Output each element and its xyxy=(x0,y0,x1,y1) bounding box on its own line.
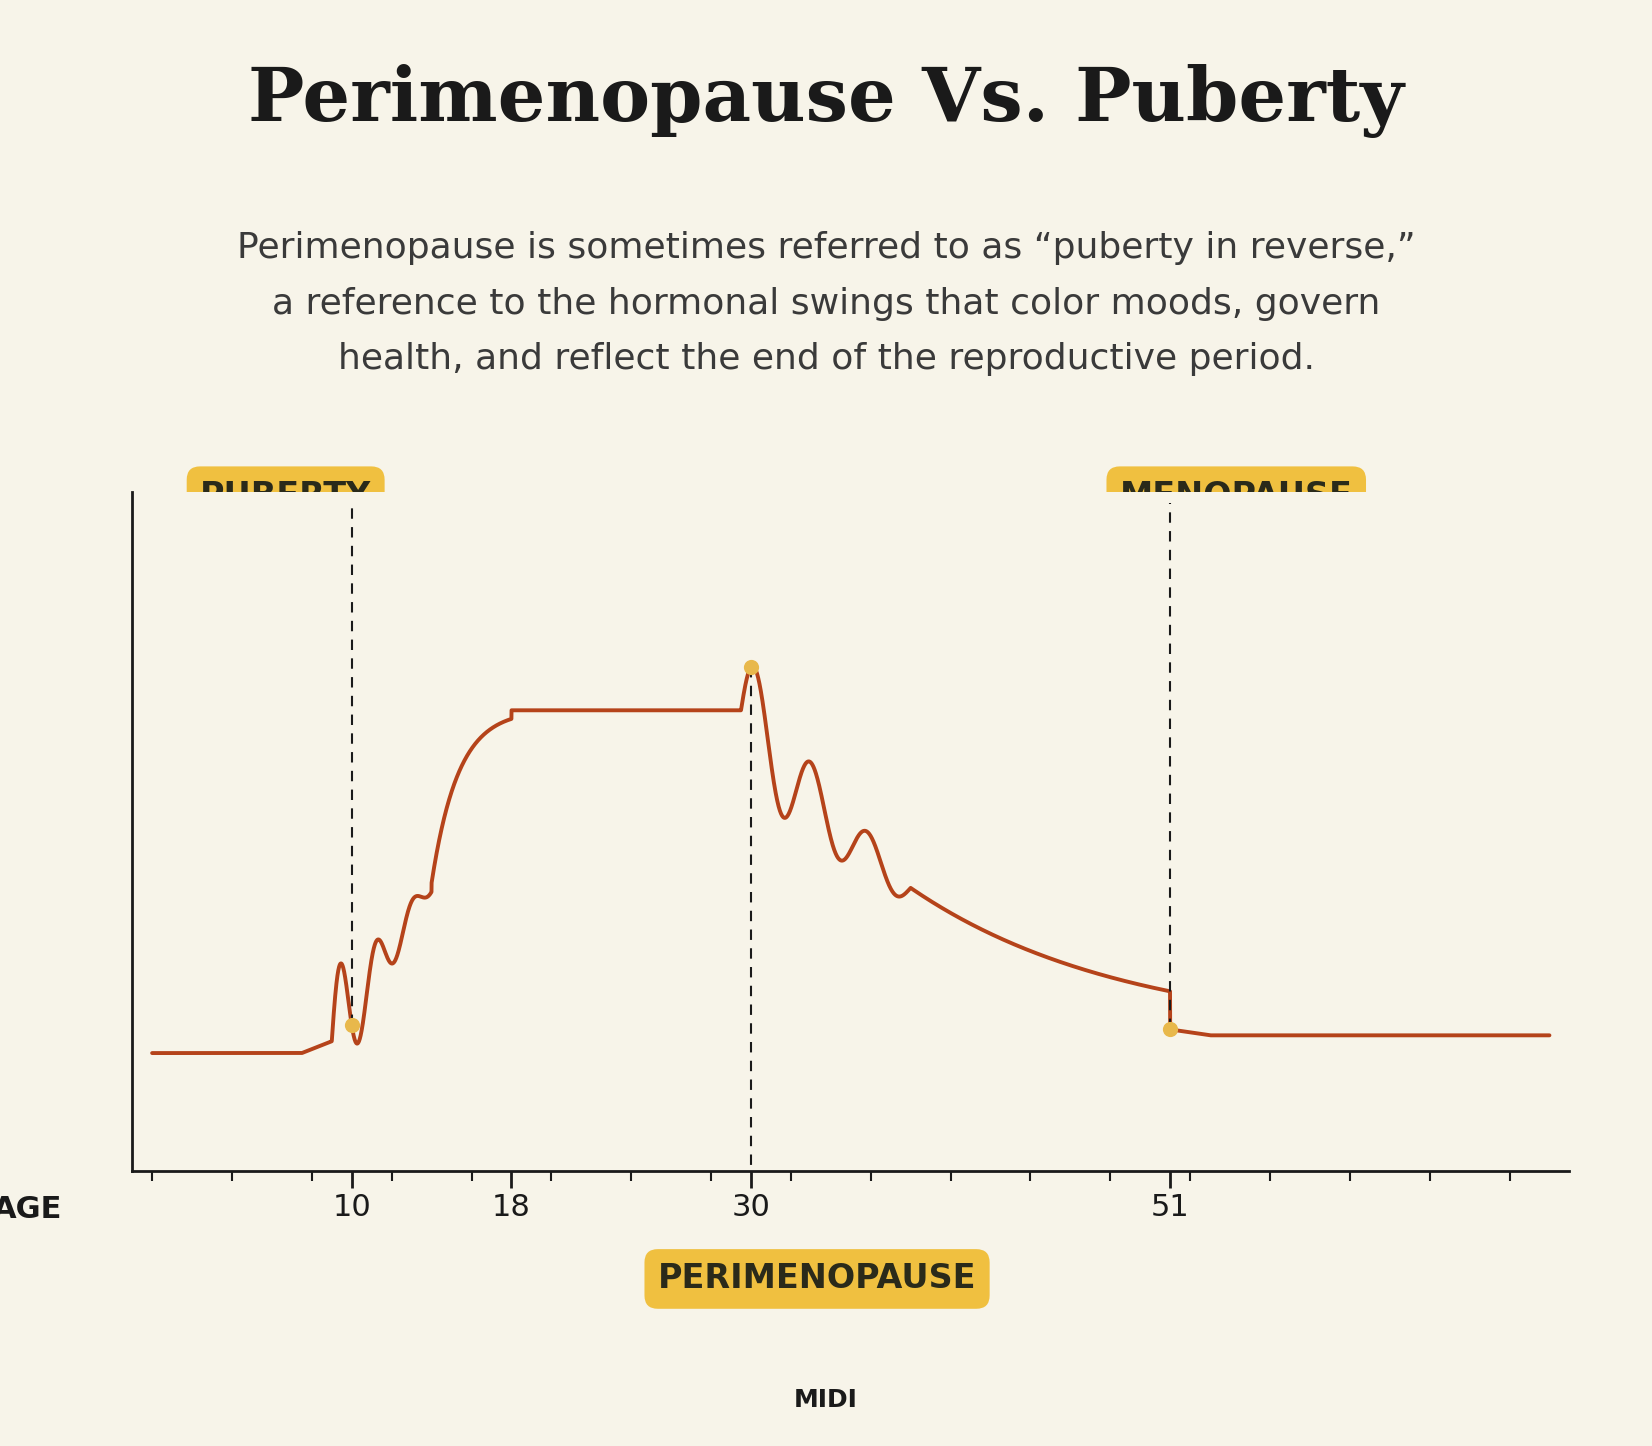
Text: Perimenopause Vs. Puberty: Perimenopause Vs. Puberty xyxy=(248,64,1404,139)
Text: PERIMENOPAUSE: PERIMENOPAUSE xyxy=(657,1262,976,1296)
Text: MIDI: MIDI xyxy=(795,1388,857,1411)
Point xyxy=(339,1014,365,1037)
Text: AGE: AGE xyxy=(0,1196,63,1225)
Point xyxy=(738,655,765,678)
Text: MENOPAUSE: MENOPAUSE xyxy=(1120,480,1353,513)
Text: Perimenopause is sometimes referred to as “puberty in reverse,”
a reference to t: Perimenopause is sometimes referred to a… xyxy=(236,231,1416,376)
Point xyxy=(1156,1018,1183,1041)
Text: PUBERTY: PUBERTY xyxy=(200,480,372,513)
